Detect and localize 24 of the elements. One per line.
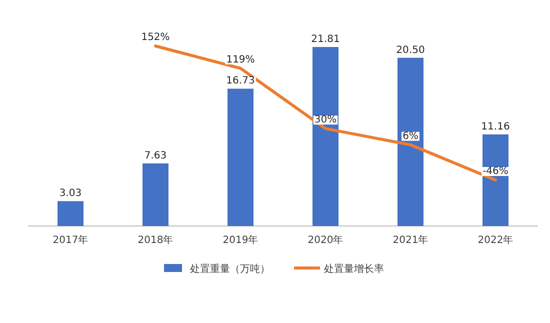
data-label: 21.81	[311, 34, 340, 45]
x-tick-label: 2018年	[138, 234, 174, 246]
data-label: 119%	[226, 54, 255, 66]
data-label: 20.50	[396, 44, 425, 56]
bar	[228, 88, 254, 226]
bar	[398, 58, 424, 226]
x-tick-label: 2021年	[392, 234, 428, 246]
bar	[142, 163, 168, 226]
bar	[58, 201, 84, 226]
data-label: 6%	[402, 130, 418, 142]
data-label: 152%	[141, 32, 170, 43]
x-tick-label: 2022年	[478, 234, 514, 246]
data-label: -46%	[482, 166, 508, 177]
data-label: 16.73	[226, 76, 255, 87]
x-tick-label: 2017年	[52, 234, 88, 246]
legend-label: 处置重量（万吨）	[190, 263, 270, 275]
x-tick-label: 2020年	[308, 234, 344, 246]
data-label: 3.03	[59, 188, 82, 200]
bar	[312, 47, 338, 226]
data-label: 30%	[314, 114, 337, 126]
data-label: 7.63	[144, 150, 167, 162]
x-tick-label: 2019年	[222, 234, 258, 246]
legend-label: 处置量增长率	[324, 263, 384, 275]
data-label: 11.16	[481, 121, 510, 132]
